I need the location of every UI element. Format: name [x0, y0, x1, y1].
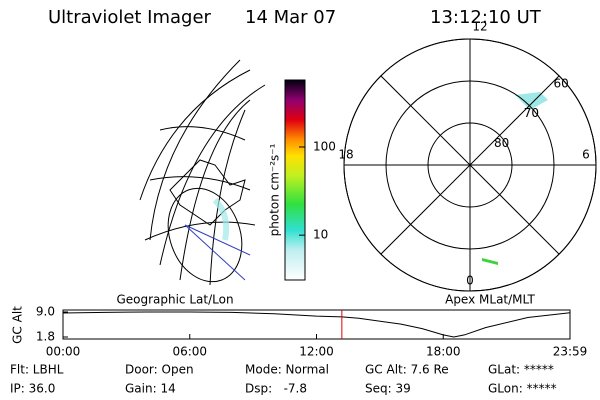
footer-field: Gain: 14 [125, 382, 176, 396]
mlt-label: 0 [466, 274, 474, 288]
x-tick-label: 23:59 [553, 345, 588, 359]
footer-field: Dsp: -7.8 [245, 382, 307, 396]
mlt-label: 18 [338, 148, 353, 162]
altitude-line [62, 311, 571, 338]
footer-field: GLat: ***** [488, 363, 554, 377]
colorbar-label: photon cm⁻²s⁻¹ [268, 143, 282, 236]
lat-label: 80 [494, 136, 509, 150]
aurora [482, 92, 548, 265]
colorbar-tick-label: 100 [313, 139, 336, 153]
lat-label: 70 [524, 106, 539, 120]
footer-field: Mode: Normal [245, 363, 329, 377]
time: 13:12:10 UT [430, 7, 542, 28]
date: 14 Mar 07 [245, 7, 336, 28]
right-panel-label: Apex MLat/MLT [445, 293, 535, 307]
mlt-label: 12 [472, 20, 487, 34]
footer-field: GC Alt: 7.6 Re [365, 363, 449, 377]
mlt-spoke [380, 75, 560, 255]
x-tick-label: 00:00 [46, 345, 81, 359]
footer-field: IP: 36.0 [10, 382, 55, 396]
footer-field: Seq: 39 [365, 382, 411, 396]
footer-field: Flt: LBHL [10, 363, 64, 377]
x-tick-label: 12:00 [299, 345, 334, 359]
y-tick-label: 1.8 [36, 330, 55, 344]
x-tick-label: 18:00 [426, 345, 461, 359]
y-tick-label: 9.0 [36, 305, 55, 319]
colorbar-tick-label: 10 [313, 228, 328, 242]
geo-map [139, 59, 266, 286]
colorbar [284, 79, 306, 281]
title: Ultraviolet Imager [48, 7, 212, 28]
lat-label: 60 [553, 76, 568, 90]
footer-field: GLon: ***** [488, 382, 557, 396]
y-axis-label: GC Alt [11, 306, 25, 344]
x-tick-label: 06:00 [172, 345, 207, 359]
footer-field: Door: Open [125, 363, 194, 377]
left-panel-label: Geographic Lat/Lon [116, 293, 233, 307]
mlt-label: 6 [582, 148, 590, 162]
